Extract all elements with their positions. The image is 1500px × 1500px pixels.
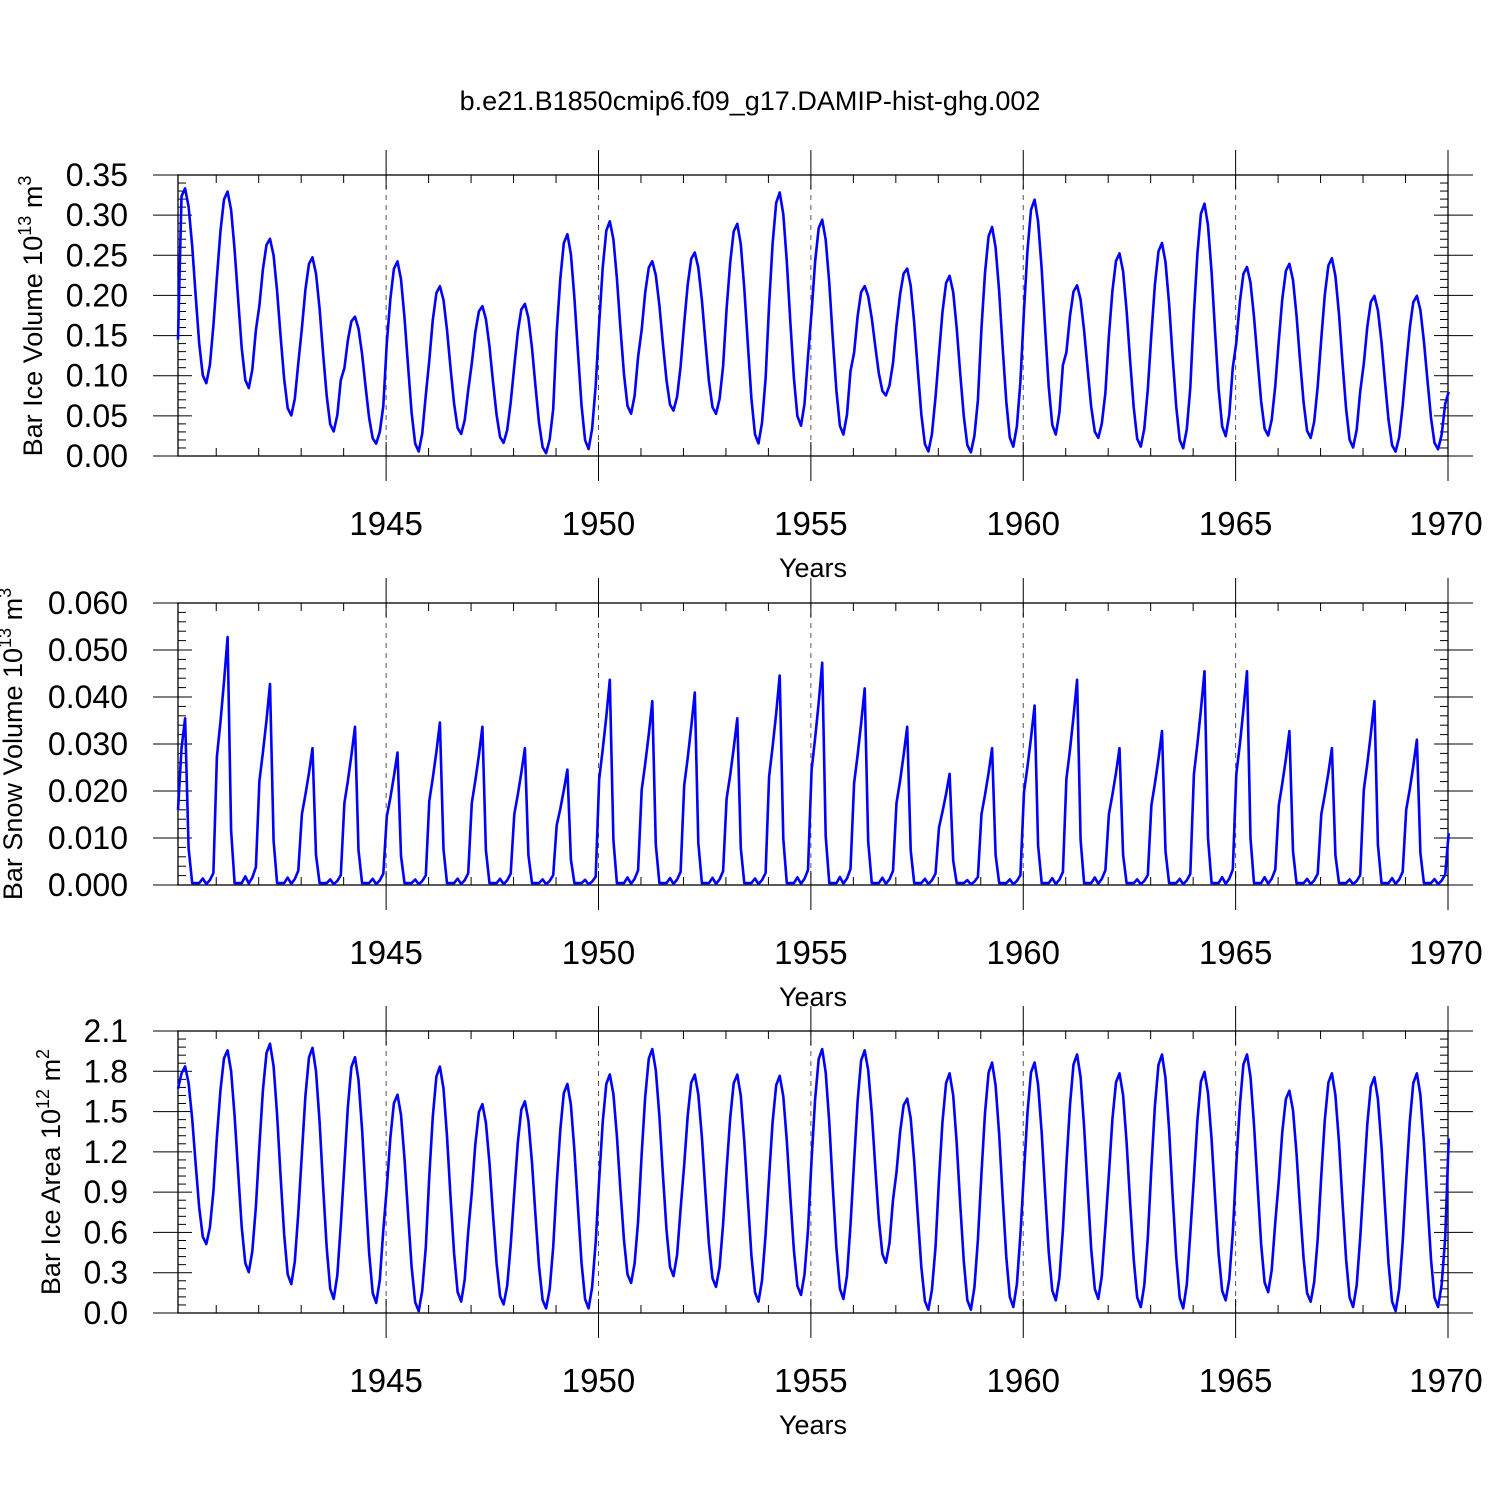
xtick-label: 1960	[987, 1362, 1060, 1399]
ytick-label: 0.15	[66, 318, 128, 354]
xtick-label: 1965	[1199, 934, 1272, 971]
y-axis-label: Bar Snow Volume 1013 m3	[0, 588, 28, 900]
ytick-label: 1.8	[84, 1053, 128, 1089]
figure-title: b.e21.B1850cmip6.f09_g17.DAMIP-hist-ghg.…	[460, 86, 1041, 116]
ytick-label: 0.00	[66, 438, 128, 474]
ytick-label: 1.5	[84, 1094, 128, 1130]
chart-panel-2: 0.000 0.010 0.020 0.030 0.040 0.050 0.060 1945 1…	[0, 578, 1483, 1012]
ytick-label: 0.6	[84, 1214, 128, 1250]
ytick-label: 0.30	[66, 197, 128, 233]
ytick-label: 0.25	[66, 237, 128, 273]
y-axis-label-unit: m	[36, 1059, 66, 1089]
y-axis-label-exp: 13	[0, 628, 15, 648]
xtick-label: 1960	[987, 934, 1060, 971]
x-axis-label: Years	[779, 982, 847, 1012]
y-axis-label: Bar Ice Volume 1013 m3	[15, 176, 48, 457]
ytick-label: 0.3	[84, 1255, 128, 1291]
y-axis-label-unit-exp: 2	[33, 1049, 53, 1059]
xtick-label: 1945	[349, 934, 422, 971]
ytick-label: 0.020	[48, 773, 128, 809]
xtick-label: 1955	[774, 934, 847, 971]
y-axis-label: Bar Ice Area 1012 m2	[33, 1049, 66, 1295]
ytick-label: 0.10	[66, 358, 128, 394]
xtick-label: 1955	[774, 505, 847, 542]
ytick-label: 0.9	[84, 1174, 128, 1210]
xtick-label: 1970	[1409, 934, 1482, 971]
y-axis-label-main: Bar Ice Volume 10	[18, 236, 48, 457]
xtick-label: 1955	[774, 1362, 847, 1399]
xtick-label: 1960	[987, 505, 1060, 542]
ytick-label: 0.05	[66, 398, 128, 434]
ytick-label: 0.050	[48, 632, 128, 668]
y-axis-label-unit-exp: 3	[0, 588, 15, 598]
y-axis-label-unit: m	[18, 186, 48, 216]
ytick-label: 2.1	[84, 1013, 128, 1049]
data-series-line	[176, 187, 1450, 455]
xtick-label: 1970	[1409, 1362, 1482, 1399]
y-axis-label-unit: m	[0, 598, 28, 628]
data-series-line	[176, 1042, 1450, 1313]
ytick-label: 0.040	[48, 679, 128, 715]
y-axis-label-unit-exp: 3	[15, 176, 35, 186]
xtick-label: 1945	[349, 505, 422, 542]
xtick-label: 1945	[349, 1362, 422, 1399]
plot-frame	[177, 602, 1449, 886]
xtick-label: 1950	[562, 1362, 635, 1399]
y-axis-label-exp: 12	[33, 1089, 53, 1109]
xtick-label: 1950	[562, 934, 635, 971]
ytick-label: 0.0	[84, 1295, 128, 1331]
ytick-label: 0.060	[48, 585, 128, 621]
xtick-label: 1965	[1199, 505, 1272, 542]
ytick-label: 0.030	[48, 726, 128, 762]
ytick-label: 1.2	[84, 1134, 128, 1170]
data-series-line	[176, 635, 1450, 886]
ytick-label: 0.20	[66, 277, 128, 313]
ytick-label: 0.35	[66, 157, 128, 193]
x-axis-label: Years	[779, 1410, 847, 1440]
ytick-label: 0.000	[48, 867, 128, 903]
ytick-label: 0.010	[48, 820, 128, 856]
xtick-label: 1965	[1199, 1362, 1272, 1399]
xtick-label: 1950	[562, 505, 635, 542]
chart-panel-1: 0.00 0.05 0.10 0.15 0.20 0.25 0.30 0.35 1945 1950…	[15, 150, 1483, 583]
y-axis-label-main: Bar Ice Area 10	[36, 1109, 66, 1295]
chart-panel-3: 0.0 0.3 0.6 0.9 1.2 1.5 1.8 2.1 1945 1950 1955 1960…	[33, 1006, 1483, 1440]
x-axis-label: Years	[779, 553, 847, 583]
xtick-label: 1970	[1409, 505, 1482, 542]
y-axis-label-exp: 13	[15, 216, 35, 236]
y-axis-label-main: Bar Snow Volume 10	[0, 648, 28, 900]
